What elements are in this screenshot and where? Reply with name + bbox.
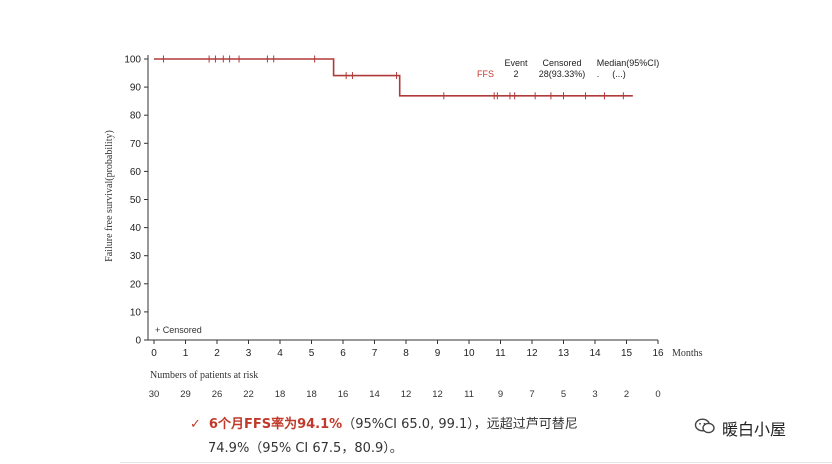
summary-line-2: 74.9%（95% CI 67.5，80.9）。 — [208, 441, 403, 456]
risk-table-values: 30 29 26 22 18 18 16 14 12 12 11 9 7 5 3 2 0 — [149, 389, 661, 400]
x-tick-label: 15 — [621, 348, 633, 359]
km-step-line — [154, 58, 633, 97]
risk-count: 3 — [592, 389, 597, 400]
x-axis-title: Months — [672, 348, 703, 359]
risk-count: 22 — [243, 389, 254, 400]
x-tick-label: 3 — [246, 348, 252, 359]
risk-count: 30 — [149, 389, 160, 400]
y-tick-label: 100 — [124, 55, 141, 66]
y-axis-title: Failure free survival(probability) — [104, 130, 115, 262]
x-tick-label: 2 — [214, 348, 220, 359]
risk-table-title: Numbers of patients at risk — [150, 370, 258, 381]
y-tick-label: 60 — [130, 167, 142, 178]
x-axis-ticks: 0 1 2 3 4 5 6 7 8 9 10 11 12 13 14 15 16 — [151, 340, 664, 359]
x-tick-label: 1 — [183, 348, 189, 359]
y-tick-label: 80 — [130, 111, 142, 122]
risk-count: 0 — [655, 389, 660, 400]
risk-count: 9 — [498, 389, 503, 400]
risk-count: 29 — [180, 389, 191, 400]
risk-count: 26 — [212, 389, 223, 400]
divider — [120, 462, 832, 463]
x-tick-label: 0 — [151, 348, 157, 359]
y-tick-label: 20 — [130, 279, 142, 290]
risk-count: 18 — [306, 389, 317, 400]
legend-header-censored: Censored — [542, 58, 581, 68]
risk-count: 7 — [529, 389, 534, 400]
legend: Event Censored Median(95%CI) FFS 2 28(93… — [477, 58, 659, 79]
x-tick-label: 10 — [463, 348, 475, 359]
y-tick-label: 50 — [130, 195, 142, 206]
risk-count: 5 — [561, 389, 566, 400]
risk-count: 16 — [338, 389, 349, 400]
brand-watermark: 暖白小屋 — [694, 416, 786, 440]
y-tick-label: 30 — [130, 251, 142, 262]
axes — [147, 55, 658, 341]
summary-highlight: 6个月FFS率为94.1% — [208, 417, 343, 432]
x-tick-label: 13 — [558, 348, 570, 359]
legend-header-event: Event — [504, 58, 528, 68]
summary-note: ✓ 6个月FFS率为94.1%（95%CI 65.0, 99.1），远超过芦可替尼… — [190, 413, 620, 461]
risk-count: 12 — [432, 389, 443, 400]
y-tick-label: 0 — [135, 336, 141, 347]
risk-count: 18 — [275, 389, 286, 400]
legend-event-value: 2 — [513, 69, 518, 79]
x-tick-label: 4 — [277, 348, 283, 359]
summary-line-1: ✓ 6个月FFS率为94.1%（95%CI 65.0, 99.1），远超过芦可替尼 — [190, 413, 620, 437]
brand-label: 暖白小屋 — [722, 420, 787, 439]
risk-count: 14 — [369, 389, 380, 400]
x-tick-label: 12 — [526, 348, 538, 359]
censor-note: + Censored — [155, 325, 202, 335]
legend-censored-value: 28(93.33%) — [539, 69, 586, 79]
check-icon: ✓ — [190, 417, 201, 432]
x-tick-label: 8 — [403, 348, 409, 359]
x-tick-label: 7 — [372, 348, 378, 359]
risk-count: 2 — [624, 389, 629, 400]
series-ffs — [154, 58, 633, 97]
x-tick-label: 9 — [435, 348, 441, 359]
x-tick-label: 14 — [589, 348, 601, 359]
km-chart: 0 1 2 3 4 5 6 7 8 9 10 11 12 13 14 15 16 010203040506070… — [104, 55, 703, 401]
y-tick-label: 10 — [130, 307, 142, 318]
y-tick-label: 40 — [130, 223, 142, 234]
wechat-icon — [694, 417, 716, 439]
censor-marks — [162, 55, 624, 100]
x-tick-label: 6 — [340, 348, 346, 359]
risk-count: 12 — [401, 389, 412, 400]
x-tick-label: 11 — [495, 348, 506, 359]
legend-header-median: Median(95%CI) — [597, 58, 660, 68]
legend-ci-value: (...) — [612, 69, 626, 79]
y-axis-ticks: 0 10 20 30 40 50 60 70 80 90 100 — [124, 55, 148, 347]
y-tick-label: 90 — [130, 83, 142, 94]
y-tick-label: 70 — [130, 139, 142, 150]
summary-line-1-rest: （95%CI 65.0, 99.1），远超过芦可替尼 — [342, 417, 578, 432]
x-tick-label: 16 — [652, 348, 664, 359]
risk-count: 11 — [464, 389, 474, 400]
legend-median-value: . — [597, 69, 600, 79]
legend-series-name: FFS — [477, 69, 494, 79]
x-tick-label: 5 — [309, 348, 315, 359]
